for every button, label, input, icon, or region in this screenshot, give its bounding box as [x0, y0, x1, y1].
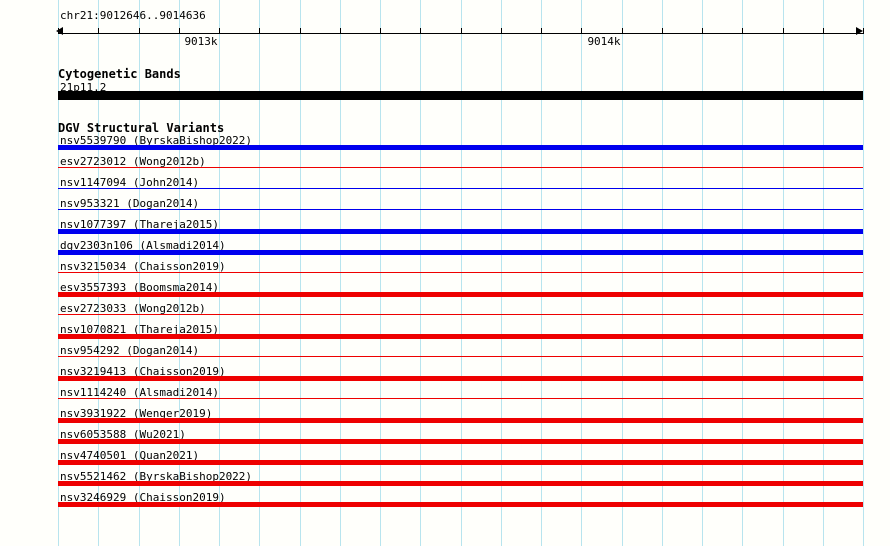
gridline	[58, 0, 59, 546]
track-label[interactable]: nsv1147094 (John2014)	[60, 176, 200, 189]
feature-bar[interactable]	[58, 334, 863, 339]
ruler-tick	[501, 28, 502, 34]
ruler-left-arrow-icon[interactable]	[56, 27, 63, 35]
ruler-tick	[461, 28, 462, 34]
track-label[interactable]: nsv3246929 (Chaisson2019)	[60, 491, 226, 504]
track-label[interactable]: nsv1077397 (Thareja2015)	[60, 218, 219, 231]
track-label[interactable]: nsv1114240 (Alsmadi2014)	[60, 386, 219, 399]
gridline	[581, 0, 582, 546]
gridline	[259, 0, 260, 546]
track-label[interactable]: nsv6053588 (Wu2021)	[60, 428, 186, 441]
gridline	[501, 0, 502, 546]
track-label[interactable]: nsv3215034 (Chaisson2019)	[60, 260, 226, 273]
ruler-tick	[98, 28, 99, 34]
feature-bar[interactable]	[58, 145, 863, 150]
ruler-tick	[219, 28, 220, 34]
track-label[interactable]: nsv3219413 (Chaisson2019)	[60, 365, 226, 378]
ruler-tick	[380, 28, 381, 34]
track-label[interactable]: 21p11.2	[60, 81, 107, 94]
ruler-tick	[541, 28, 542, 34]
ruler-tick	[823, 28, 824, 34]
gridline	[340, 0, 341, 546]
ruler-tick	[340, 28, 341, 34]
ruler-tick	[622, 28, 623, 34]
gridline	[219, 0, 220, 546]
ruler-tick	[259, 28, 260, 34]
feature-bar[interactable]	[58, 250, 863, 255]
gridline	[783, 0, 784, 546]
gridline	[863, 0, 864, 546]
gridline	[300, 0, 301, 546]
ruler-tick	[179, 28, 180, 34]
feature-bar[interactable]	[58, 356, 863, 357]
feature-bar[interactable]	[58, 188, 863, 189]
genomic-range-label: chr21:9012646..9014636	[60, 9, 206, 22]
feature-bar[interactable]	[58, 398, 863, 399]
feature-bar[interactable]	[58, 502, 863, 507]
gridline	[702, 0, 703, 546]
ruler-tick	[139, 28, 140, 34]
track-label[interactable]: dgv2303n106 (Alsmadi2014)	[60, 239, 226, 252]
ruler-right-arrow-icon[interactable]	[856, 27, 863, 35]
feature-bar[interactable]	[58, 167, 863, 168]
gridline	[380, 0, 381, 546]
gridline	[98, 0, 99, 546]
ruler-tick	[702, 28, 703, 34]
genome-ruler[interactable]: chr21:9012646..9014636 9013k 9014k	[0, 0, 890, 56]
ruler-tick	[581, 28, 582, 34]
feature-bar[interactable]	[58, 292, 863, 297]
gridline	[179, 0, 180, 546]
track-label[interactable]: nsv1070821 (Thareja2015)	[60, 323, 219, 336]
feature-bar[interactable]	[58, 91, 863, 100]
track-label[interactable]: nsv953321 (Dogan2014)	[60, 197, 200, 210]
feature-bar[interactable]	[58, 481, 863, 486]
track-label[interactable]: esv3557393 (Boomsma2014)	[60, 281, 219, 294]
gridline	[662, 0, 663, 546]
ruler-tick	[863, 28, 864, 34]
ruler-tick	[420, 28, 421, 34]
feature-bar[interactable]	[58, 272, 863, 273]
ruler-tick	[58, 28, 59, 34]
ruler-major-tick-label: 9014k	[587, 35, 621, 48]
ruler-tick	[742, 28, 743, 34]
track-label[interactable]: nsv954292 (Dogan2014)	[60, 344, 200, 357]
feature-bar[interactable]	[58, 439, 863, 444]
section-title-cytogenetic-bands: Cytogenetic Bands	[58, 67, 181, 81]
track-label[interactable]: esv2723012 (Wong2012b)	[60, 155, 206, 168]
ruler-axis-line	[58, 33, 863, 34]
track-label[interactable]: nsv5539790 (ByrskaBishop2022)	[60, 134, 253, 147]
gridline	[139, 0, 140, 546]
feature-bar[interactable]	[58, 314, 863, 315]
gridline	[622, 0, 623, 546]
gridline	[420, 0, 421, 546]
ruler-tick	[300, 28, 301, 34]
gridline	[742, 0, 743, 546]
feature-bar[interactable]	[58, 376, 863, 381]
feature-bar[interactable]	[58, 229, 863, 234]
feature-bar[interactable]	[58, 209, 863, 210]
gridline	[461, 0, 462, 546]
gridline	[823, 0, 824, 546]
track-label[interactable]: nsv5521462 (ByrskaBishop2022)	[60, 470, 253, 483]
gridline	[541, 0, 542, 546]
track-label[interactable]: nsv3931922 (Wenger2019)	[60, 407, 213, 420]
ruler-tick	[783, 28, 784, 34]
ruler-major-tick-label: 9013k	[184, 35, 218, 48]
feature-bar[interactable]	[58, 418, 863, 423]
ruler-tick	[662, 28, 663, 34]
track-label[interactable]: nsv4740501 (Quan2021)	[60, 449, 200, 462]
feature-bar[interactable]	[58, 460, 863, 465]
track-label[interactable]: esv2723033 (Wong2012b)	[60, 302, 206, 315]
section-title-dgv-structural-variants: DGV Structural Variants	[58, 121, 225, 135]
